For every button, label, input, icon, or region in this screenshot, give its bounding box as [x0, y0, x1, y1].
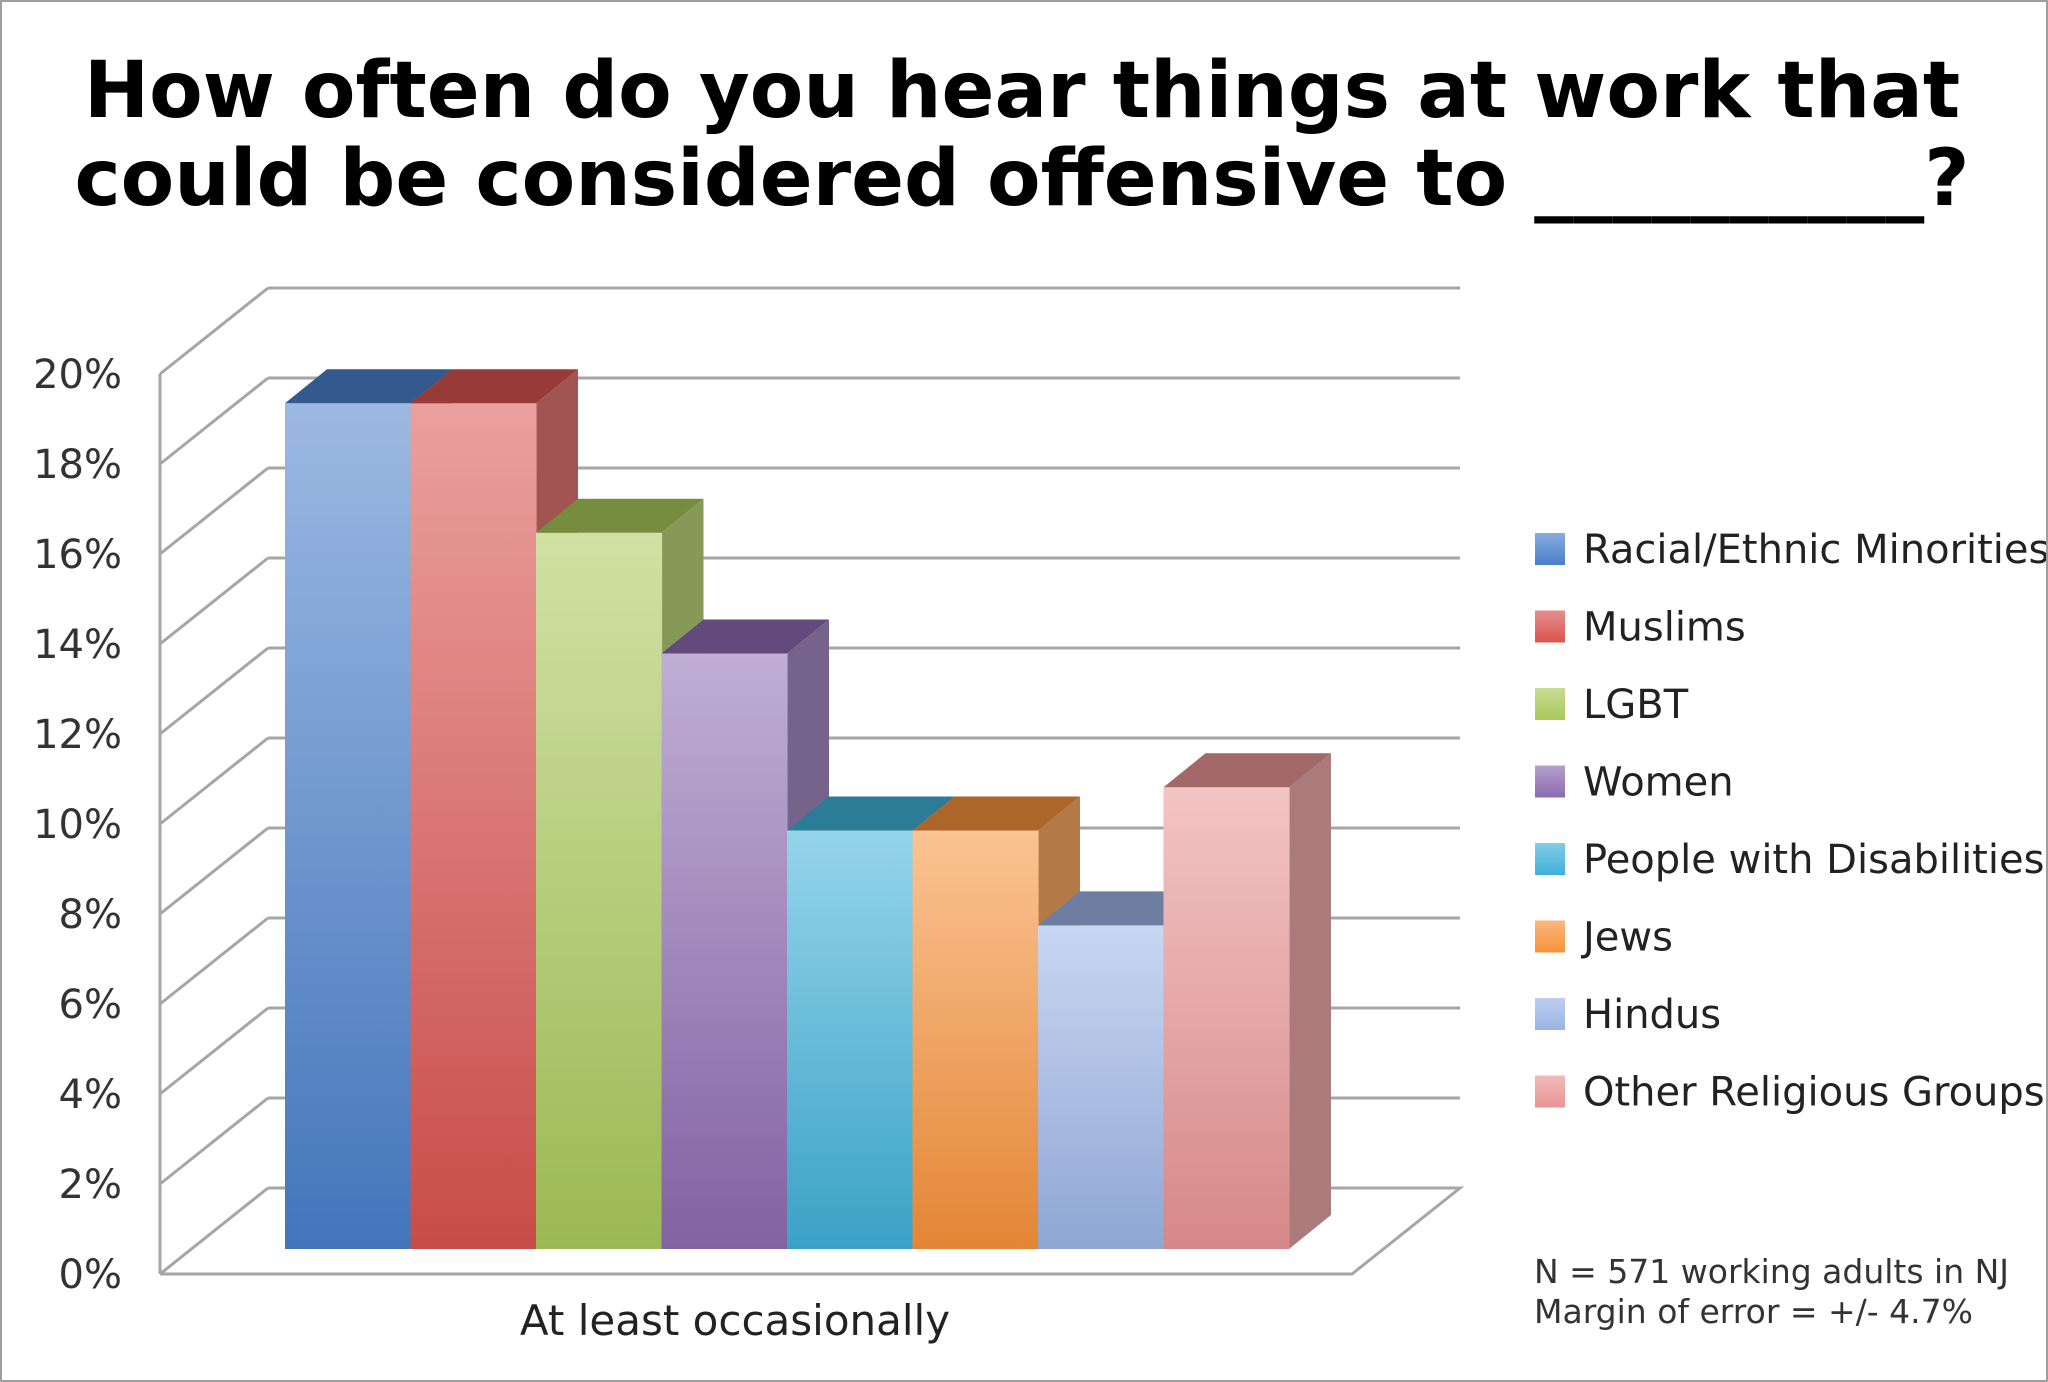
legend-swatch: [1535, 920, 1565, 953]
x-category-label: At least occasionally: [520, 1296, 950, 1345]
side-wall-gridline: [159, 376, 269, 466]
legend-item: Muslims: [1535, 605, 1746, 651]
bar-top: [661, 619, 829, 654]
y-tick-label: 2%: [59, 1162, 122, 1208]
notes: N = 571 working adults in NJ Margin of e…: [1534, 1252, 2009, 1331]
y-tick-label: 16%: [33, 532, 122, 578]
side-wall-gridline: [159, 646, 269, 736]
bar: [1163, 753, 1331, 1249]
legend-label: Other Religious Groups: [1583, 1070, 2045, 1116]
y-tick-label: 0%: [59, 1252, 122, 1298]
side-wall-gridline: [159, 736, 269, 826]
y-tick-label: 8%: [59, 892, 122, 938]
side-wall-gridline: [159, 916, 269, 1006]
legend-label: Jews: [1580, 915, 1673, 961]
bar-side: [1289, 753, 1331, 1249]
side-wall-gridline: [159, 1186, 269, 1276]
legend-item: Jews: [1535, 915, 1673, 961]
y-tick-label: 6%: [59, 982, 122, 1028]
note-margin-of-error: Margin of error = +/- 4.7%: [1534, 1292, 1973, 1331]
bar-top: [912, 796, 1080, 831]
y-tick-label: 4%: [59, 1072, 122, 1118]
legend-swatch: [1535, 533, 1565, 565]
legend-swatch: [1535, 765, 1565, 798]
side-wall-gridline: [159, 466, 269, 556]
legend-item: Hindus: [1535, 992, 1721, 1038]
bar-top: [410, 369, 578, 404]
side-wall-gridline: [159, 1096, 269, 1186]
legend-label: Racial/Ethnic Minorities: [1583, 527, 2046, 573]
side-wall-gridline: [159, 1006, 269, 1096]
legend-item: People with Disabilities: [1535, 837, 2044, 883]
chart-title-line-1: How often do you hear things at work tha…: [84, 46, 1960, 136]
chart-title-line-2: could be considered offensive to _______…: [74, 134, 1969, 224]
legend-swatch: [1535, 1075, 1565, 1108]
legend-swatch: [1535, 610, 1565, 643]
note-sample-size: N = 571 working adults in NJ: [1534, 1252, 2009, 1291]
y-tick-label: 12%: [33, 712, 122, 758]
bar-top: [787, 796, 955, 831]
bar-top: [536, 498, 704, 533]
bar-front: [1163, 787, 1290, 1249]
y-tick-label: 18%: [33, 442, 122, 488]
legend-item: Women: [1535, 760, 1734, 806]
side-wall-gridline: [159, 826, 269, 916]
legend-label: LGBT: [1583, 682, 1689, 728]
legend-item: Racial/Ethnic Minorities: [1535, 527, 2046, 573]
legend-swatch: [1535, 998, 1565, 1030]
legend-item: Other Religious Groups: [1535, 1070, 2045, 1116]
legend-label: People with Disabilities: [1583, 837, 2044, 883]
legend-swatch: [1535, 843, 1565, 875]
side-wall-gridline: [159, 556, 269, 646]
bar-front: [410, 403, 537, 1249]
y-tick-label: 14%: [33, 622, 122, 668]
bar-top: [285, 369, 453, 404]
legend-label: Muslims: [1583, 605, 1746, 651]
y-tick-label: 10%: [33, 802, 122, 848]
legend: Racial/Ethnic Minorities Muslims LGBT Women…: [1535, 527, 2046, 1116]
legend-item: LGBT: [1535, 682, 1689, 728]
legend-swatch: [1535, 688, 1565, 720]
bar-front: [661, 653, 788, 1249]
legend-label: Hindus: [1583, 992, 1721, 1038]
bar-front: [1038, 925, 1165, 1249]
x-axis-categories: At least occasionally: [520, 1296, 950, 1345]
bars: [285, 369, 1331, 1250]
chart-title: How often do you hear things at work tha…: [74, 46, 1969, 224]
bar-top: [1163, 753, 1331, 788]
legend-label: Women: [1583, 760, 1734, 806]
y-axis-ticks: 0% 2% 4% 6% 8% 10% 12% 14% 16% 18% 20%: [33, 352, 122, 1298]
bar-front: [536, 532, 663, 1249]
y-tick-label: 20%: [33, 352, 122, 398]
bar-front: [285, 403, 412, 1249]
side-wall-gridline: [159, 286, 269, 376]
bar-front: [787, 830, 914, 1249]
bar-front: [912, 830, 1039, 1249]
